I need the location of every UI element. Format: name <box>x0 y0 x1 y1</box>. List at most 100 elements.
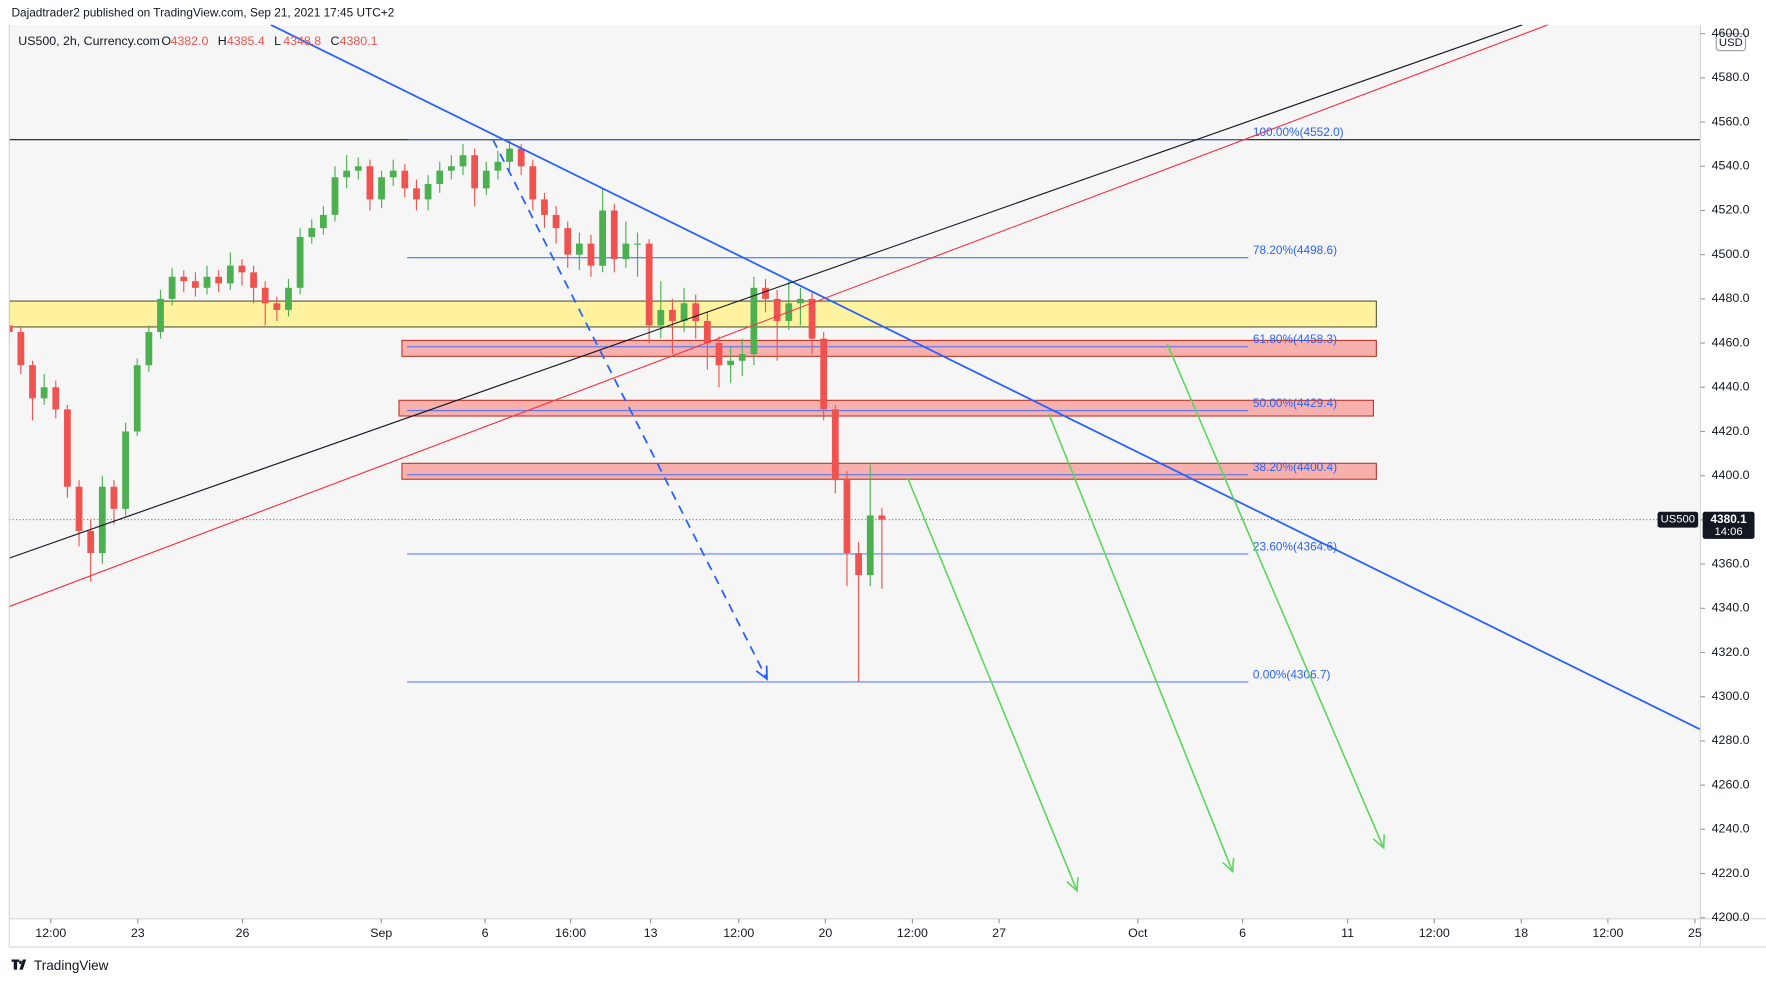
zone <box>398 399 1375 417</box>
candle-body <box>308 228 316 237</box>
candle-body <box>820 338 828 410</box>
currency-box <box>1715 33 1747 52</box>
x-tick-label: Sep <box>370 926 392 940</box>
zone <box>401 339 1377 357</box>
candle-body <box>762 287 769 299</box>
y-tick-label: 4600.0 <box>1712 26 1750 40</box>
candle-body <box>273 303 281 310</box>
candle-body <box>599 210 607 266</box>
candle-body <box>459 155 467 167</box>
price-badge-text: 4380.1 <box>1710 512 1747 526</box>
y-tick-label: 4400.0 <box>1712 468 1750 482</box>
candle-body <box>52 387 60 410</box>
candle-body <box>506 148 513 162</box>
x-tick-label: 16:00 <box>555 926 586 940</box>
candle-body <box>843 480 851 554</box>
candle-body <box>145 332 153 366</box>
candle-body <box>285 287 292 310</box>
y-tick-label: 4360.0 <box>1712 556 1750 570</box>
x-tick-label: 25 <box>1688 926 1702 940</box>
candle-body <box>703 320 711 344</box>
candle-body <box>471 155 479 189</box>
legend-key: H <box>218 34 227 48</box>
y-tick-label: 4220.0 <box>1712 866 1750 880</box>
x-tick-label: 12:00 <box>1419 926 1450 940</box>
symbol-badge-text: US500 <box>1661 514 1695 526</box>
y-tick-label: 4560.0 <box>1712 114 1750 128</box>
y-tick-label: 4420.0 <box>1712 424 1750 438</box>
candle-body <box>133 365 141 432</box>
price-badge <box>1702 511 1755 539</box>
x-tick-label: 6 <box>482 926 489 940</box>
candle-body <box>855 553 862 576</box>
symbol-badge <box>1657 511 1699 528</box>
candle-body <box>517 148 525 167</box>
candle-body <box>750 287 758 355</box>
fib-label: 38.20%(4400.4) <box>1253 460 1337 474</box>
candle-body <box>226 265 234 284</box>
candle-body <box>482 170 490 189</box>
legend-ohlc: O 4382.0 H 4385.4 L 4348.8 C 4380.1 <box>161 34 377 48</box>
candle-body <box>192 281 199 288</box>
x-tick-label: 12:00 <box>723 926 754 940</box>
countdown-text: 14:06 <box>1714 526 1742 538</box>
y-tick-label: 4480.0 <box>1712 291 1750 305</box>
candle-body <box>727 360 734 366</box>
candle-body <box>541 199 548 215</box>
legend-key: C <box>331 34 340 48</box>
arrow-line <box>1166 343 1385 849</box>
y-tick-label: 4540.0 <box>1712 159 1750 173</box>
candle-body <box>610 210 618 260</box>
candle-body <box>110 486 118 509</box>
candle-body <box>389 170 397 178</box>
candle-body <box>878 515 886 520</box>
candle-body <box>669 309 676 321</box>
legend-symbol: US500, 2h, Currency.com <box>18 34 160 48</box>
legend-key: L <box>274 34 281 48</box>
candle-body <box>413 188 420 200</box>
x-tick-label: 12:00 <box>1592 926 1623 940</box>
candle-body <box>634 243 641 245</box>
candle-body <box>831 409 839 481</box>
fib-label: 78.20%(4498.6) <box>1253 243 1337 257</box>
candle-body <box>552 214 560 229</box>
candle-body <box>738 354 746 361</box>
legend-value: 4385.4 <box>227 34 265 48</box>
candle-body <box>366 166 374 200</box>
candle-body <box>296 236 304 288</box>
y-tick-label: 4260.0 <box>1712 777 1750 791</box>
x-tick-label: 27 <box>992 926 1006 940</box>
fib-label: 23.60%(4364.6) <box>1253 539 1337 553</box>
candle-body <box>75 486 83 531</box>
candle-body <box>122 431 129 509</box>
candle-body <box>29 365 36 399</box>
x-tick-label: 23 <box>131 926 145 940</box>
candle-body <box>331 177 339 215</box>
publish-header: Dajadtrader2 published on TradingView.co… <box>11 6 394 20</box>
y-tick-label: 4500.0 <box>1712 247 1750 261</box>
footer-brand: TradingView <box>34 958 109 973</box>
candle-body <box>9 325 13 333</box>
candle-body <box>436 170 444 184</box>
x-tick-label: 26 <box>236 926 250 940</box>
candle-body <box>680 303 688 321</box>
trend-line <box>9 24 1523 559</box>
y-tick-label: 4340.0 <box>1712 601 1750 615</box>
candle-body <box>215 276 223 284</box>
x-tick-label: 11 <box>1341 926 1354 940</box>
x-tick-label: 12:00 <box>897 926 928 940</box>
x-tick-label: Oct <box>1128 926 1148 940</box>
candle-body <box>587 243 595 266</box>
candle-body <box>98 486 106 554</box>
candle-body <box>715 343 723 366</box>
fib-label: 61.80%(4458.3) <box>1253 332 1337 346</box>
candle-body <box>866 515 874 576</box>
arrow-line <box>492 139 768 680</box>
y-tick-label: 4280.0 <box>1712 733 1750 747</box>
y-tick-label: 4240.0 <box>1712 822 1750 836</box>
candle-body <box>797 298 804 304</box>
candle-body <box>773 298 781 321</box>
legend-value: 4348.8 <box>283 34 321 48</box>
legend-value: 4382.0 <box>170 34 208 48</box>
